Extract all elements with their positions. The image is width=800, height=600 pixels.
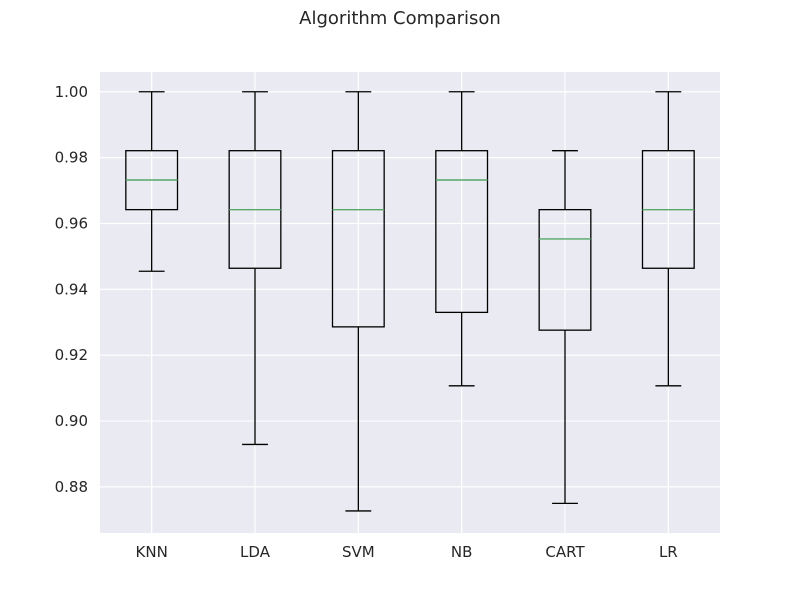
x-tick-label: CART: [545, 543, 585, 561]
box-series: [125, 91, 695, 512]
x-tick-label: SVM: [342, 543, 375, 561]
y-tick-label: 0.98: [55, 149, 88, 167]
box-cart: [538, 150, 592, 505]
box-iqr: [435, 150, 489, 314]
y-tick-label: 0.92: [55, 346, 88, 364]
chart-title: Algorithm Comparison: [299, 8, 501, 29]
y-grid-lines: [100, 91, 720, 488]
y-tick-label: 0.88: [55, 478, 88, 496]
y-tick-label: 1.00: [55, 83, 88, 101]
x-tick-label: LR: [659, 543, 678, 561]
box-lr: [641, 91, 695, 387]
box-lda: [228, 91, 282, 446]
box-knn: [125, 91, 179, 272]
box-iqr: [538, 208, 592, 331]
x-tick-label: LDA: [240, 543, 271, 561]
box-svm: [331, 91, 385, 512]
box-iqr: [331, 150, 385, 328]
plot-area: [100, 72, 720, 533]
y-axis-tick-labels: 0.88 0.90 0.92 0.94 0.96 0.98 1.00: [55, 83, 88, 496]
y-tick-label: 0.90: [55, 412, 88, 430]
x-tick-label: KNN: [136, 543, 168, 561]
x-tick-label: NB: [451, 543, 473, 561]
box-nb: [435, 91, 489, 387]
y-tick-label: 0.96: [55, 214, 88, 232]
y-tick-label: 0.94: [55, 280, 88, 298]
x-axis-tick-labels: KNN LDA SVM NB CART LR: [136, 543, 678, 561]
